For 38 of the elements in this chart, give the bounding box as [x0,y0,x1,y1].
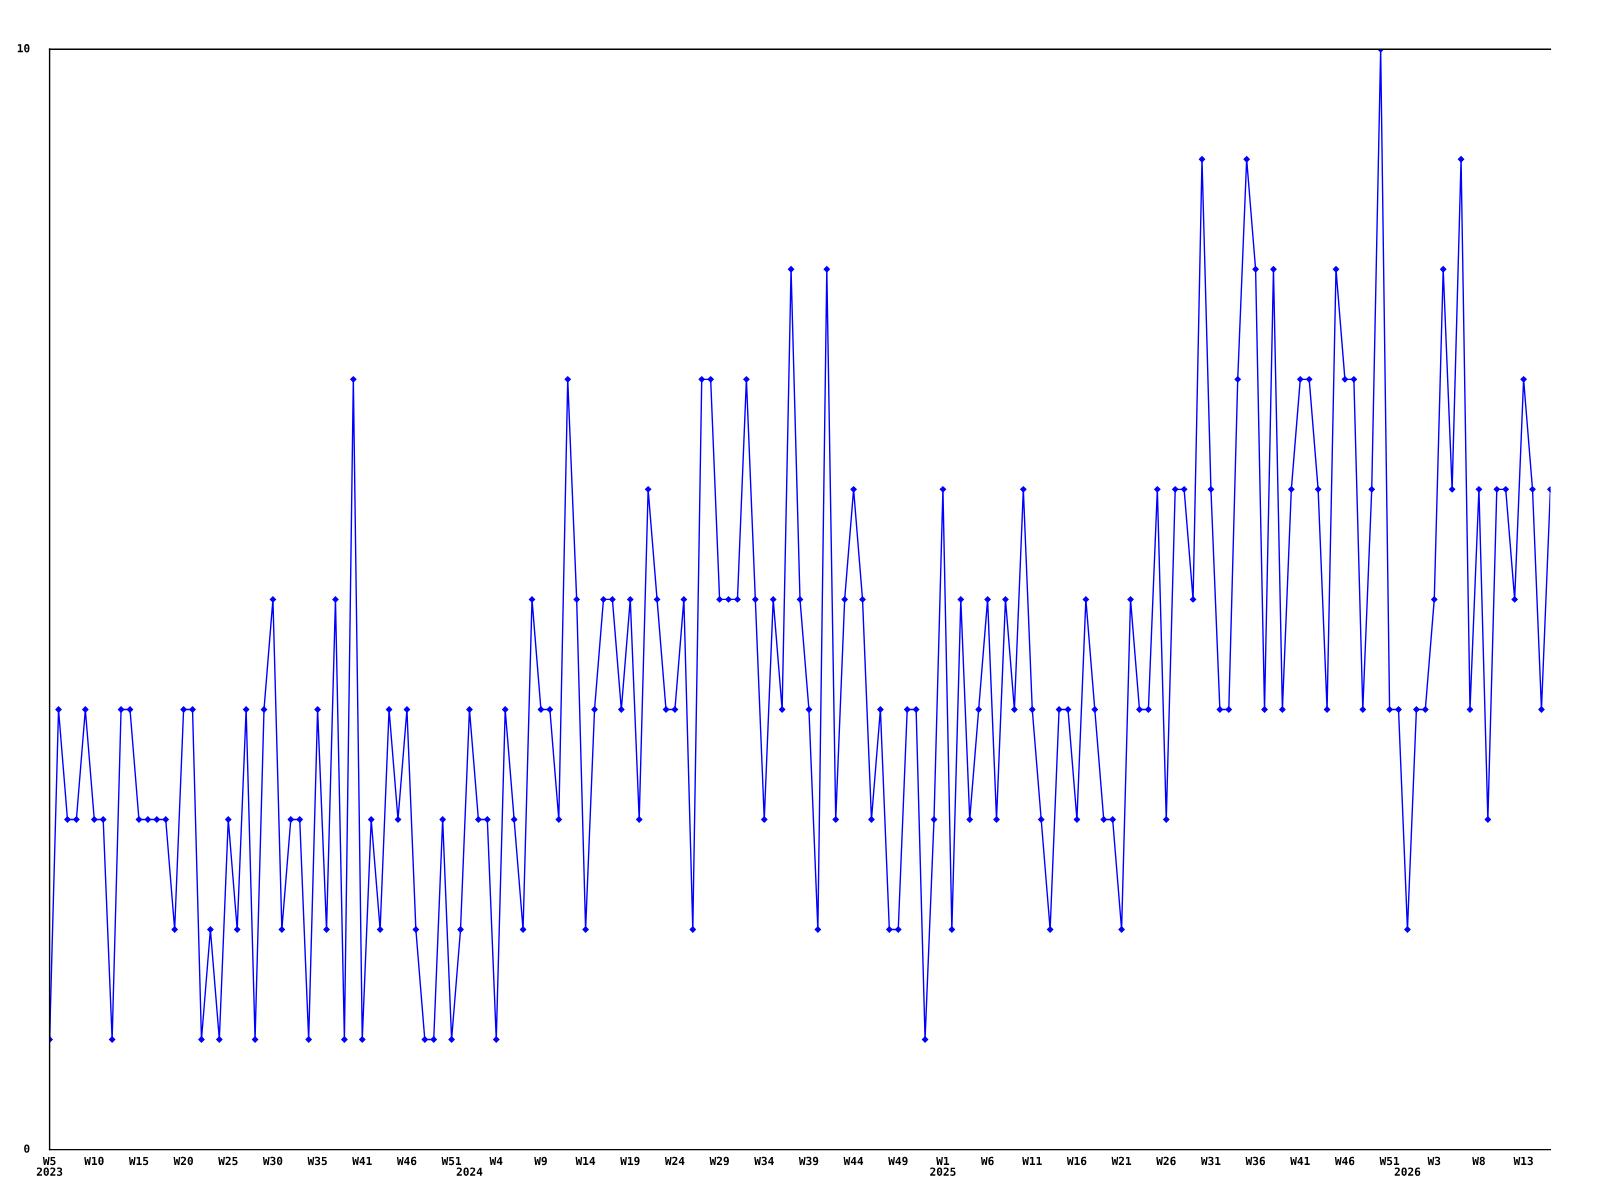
x-tick-label: W10 [84,1156,104,1166]
x-tick-label: W26 [1156,1156,1176,1166]
x-tick-label: W36 [1245,1156,1266,1166]
x-tick-label: W31 [1200,1156,1221,1166]
x-tick-label: W51 [1379,1156,1400,1166]
x-tick-label: W4 [489,1156,503,1165]
x-tick-label: W46 [1334,1156,1355,1166]
x-tick-label: W49 [888,1156,908,1166]
x-tick-label: W51 [441,1156,462,1166]
x-tick-label: 2024 [456,1167,483,1176]
x-tick-label: W25 [218,1156,238,1166]
x-tick-label: W3 [1427,1156,1441,1166]
x-tick-label: W20 [173,1156,193,1166]
x-tick-label: W16 [1066,1156,1087,1166]
x-tick-label: W46 [396,1156,417,1166]
x-tick-label: W11 [1022,1156,1042,1165]
x-tick-label: W39 [798,1156,819,1166]
x-tick-label: W35 [307,1156,327,1166]
x-tick-label: W41 [1290,1156,1310,1165]
x-tick-label: W5 2023 [36,1156,63,1176]
x-tick-label: W19 [620,1156,640,1166]
x-tick-label: W34 [754,1156,774,1166]
x-tick-label: W9 [534,1156,547,1166]
x-tick-label: W1 2025 [930,1156,956,1176]
x-tick-label: W14 [575,1156,596,1165]
x-tick-label: W30 [262,1156,283,1166]
y-tick-label: 10 [17,44,30,53]
x-tick-label: W44 [843,1156,864,1165]
y-tick-label: 0 [24,1144,30,1153]
x-tick-label: W29 [709,1156,729,1166]
x-tick-label: W24 [664,1156,685,1165]
x-tick-label: W15 [128,1156,149,1166]
x-tick-label: W13 [1513,1156,1533,1166]
x-tick-label: W8 [1472,1156,1485,1166]
x-tick-label: W41 [352,1156,372,1165]
x-tick-label: W21 [1111,1156,1132,1165]
x-tick-label: W6 [980,1156,994,1166]
x-tick-label: 2026 [1394,1167,1421,1176]
